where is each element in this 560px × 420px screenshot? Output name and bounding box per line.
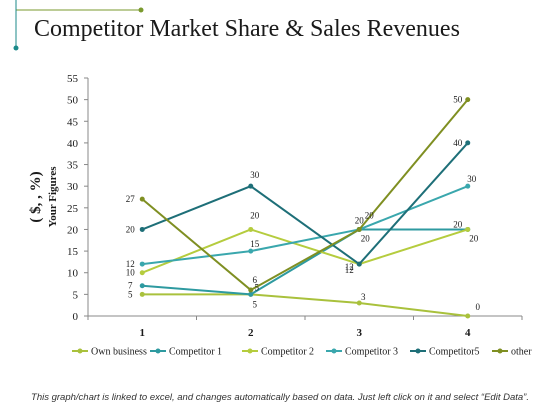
data-label: 30 bbox=[250, 170, 260, 180]
data-label: 15 bbox=[250, 239, 260, 249]
data-point bbox=[139, 261, 145, 267]
y-tick-label: 30 bbox=[67, 181, 79, 193]
data-point bbox=[356, 226, 362, 232]
y-tick-label: 55 bbox=[67, 73, 79, 85]
data-label: 6 bbox=[253, 275, 258, 285]
legend-label: other bbox=[511, 347, 532, 358]
data-point bbox=[139, 291, 145, 297]
y-tick-label: 45 bbox=[67, 116, 79, 128]
data-point bbox=[139, 270, 145, 276]
data-point bbox=[465, 183, 471, 189]
data-point bbox=[465, 140, 471, 146]
footnote: This graph/chart is linked to excel, and… bbox=[31, 392, 529, 403]
data-point bbox=[356, 300, 362, 306]
data-label: 3 bbox=[361, 292, 366, 302]
data-label: 20 bbox=[469, 233, 479, 243]
data-label: 20 bbox=[355, 215, 365, 225]
data-label: 20 bbox=[453, 219, 463, 229]
y-tick-label: 20 bbox=[67, 224, 79, 236]
x-tick-label: 4 bbox=[465, 327, 471, 339]
y-axis-subtitle: Your Figures bbox=[47, 166, 59, 228]
data-label: 20 bbox=[126, 224, 136, 234]
data-label: 40 bbox=[453, 138, 463, 148]
data-point bbox=[248, 287, 254, 293]
data-label: 50 bbox=[453, 95, 463, 105]
data-label: 10 bbox=[126, 268, 136, 278]
legend-marker bbox=[247, 348, 253, 354]
data-label: 5 bbox=[255, 282, 260, 292]
data-label: 30 bbox=[467, 174, 477, 184]
data-label: 12 bbox=[345, 265, 354, 275]
data-point bbox=[248, 183, 254, 189]
legend-marker bbox=[415, 348, 421, 354]
data-label: 20 bbox=[361, 233, 371, 243]
legend-label: Competitor 3 bbox=[345, 347, 398, 358]
data-point bbox=[465, 226, 471, 232]
data-point bbox=[248, 248, 254, 254]
y-tick-label: 40 bbox=[67, 138, 79, 150]
y-tick-label: 15 bbox=[67, 246, 79, 258]
legend-label: Competitor 2 bbox=[261, 347, 314, 358]
data-point bbox=[465, 313, 471, 319]
y-tick-label: 25 bbox=[67, 203, 79, 215]
y-tick-label: 0 bbox=[73, 311, 79, 323]
x-tick-label: 1 bbox=[140, 327, 146, 339]
data-point bbox=[139, 226, 145, 232]
data-label: 12 bbox=[126, 259, 135, 269]
data-point bbox=[465, 97, 471, 103]
data-label: 27 bbox=[126, 194, 136, 204]
legend-label: Competitor 1 bbox=[169, 347, 222, 358]
y-tick-label: 35 bbox=[67, 160, 79, 172]
y-axis-title: ( $, , %) bbox=[28, 171, 44, 222]
x-tick-label: 3 bbox=[357, 327, 363, 339]
data-point bbox=[248, 226, 254, 232]
data-label: 5 bbox=[128, 289, 133, 299]
y-tick-label: 50 bbox=[67, 95, 79, 107]
data-label: 20 bbox=[365, 210, 375, 220]
legend-marker bbox=[497, 348, 503, 354]
series-line bbox=[141, 98, 469, 292]
series-line bbox=[141, 228, 469, 274]
series-line bbox=[141, 142, 469, 266]
data-point bbox=[248, 291, 254, 297]
legend-label: Own business bbox=[91, 347, 147, 358]
series-line bbox=[142, 293, 468, 317]
data-label: 0 bbox=[476, 302, 481, 312]
y-tick-label: 10 bbox=[67, 268, 79, 280]
chart-title: Competitor Market Share & Sales Revenues bbox=[34, 16, 460, 42]
legend-marker bbox=[331, 348, 337, 354]
data-label: 12 bbox=[345, 262, 354, 272]
legend-marker bbox=[77, 348, 83, 354]
data-label: 20 bbox=[250, 210, 260, 220]
series-line bbox=[142, 228, 468, 296]
data-point bbox=[139, 196, 145, 202]
series-line bbox=[142, 185, 469, 266]
x-tick-label: 2 bbox=[248, 327, 254, 339]
y-tick-label: 5 bbox=[73, 289, 79, 301]
legend-label: Competitor5 bbox=[429, 347, 480, 358]
data-point bbox=[356, 261, 362, 267]
data-label: 5 bbox=[253, 299, 258, 309]
data-point bbox=[139, 283, 145, 289]
title-decoration bbox=[13, 0, 144, 51]
data-label: 7 bbox=[128, 281, 133, 291]
legend-marker bbox=[155, 348, 161, 354]
